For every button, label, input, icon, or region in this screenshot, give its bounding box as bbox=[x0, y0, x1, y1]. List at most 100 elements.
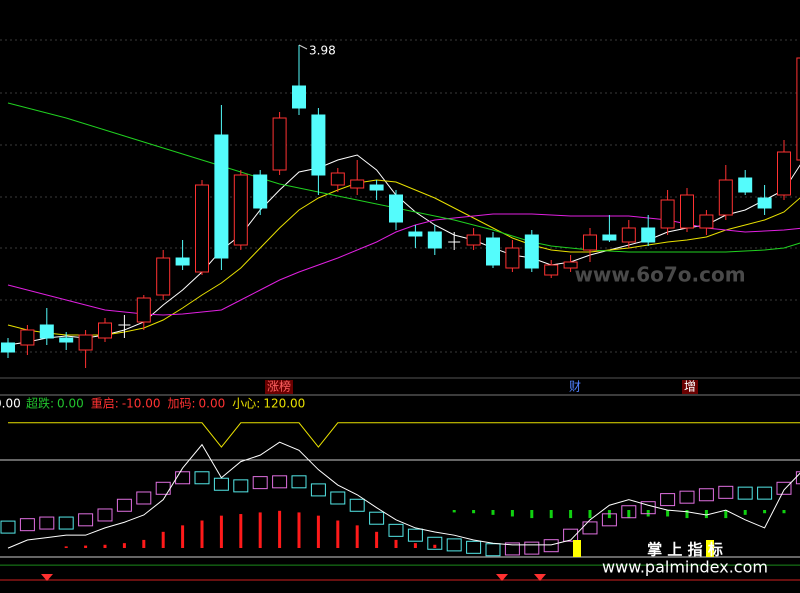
legend-value: 0.00 bbox=[199, 397, 226, 411]
box bbox=[660, 493, 676, 507]
candle-body bbox=[660, 199, 675, 229]
box bbox=[116, 498, 132, 512]
box bbox=[504, 542, 520, 556]
box bbox=[737, 486, 753, 500]
bar bbox=[84, 545, 88, 548]
candle-body bbox=[389, 194, 403, 223]
candle-body bbox=[621, 227, 636, 243]
bar bbox=[103, 544, 107, 548]
box bbox=[466, 540, 482, 554]
candle-body bbox=[466, 234, 481, 246]
box bbox=[58, 516, 74, 530]
bar bbox=[588, 510, 592, 519]
box bbox=[679, 490, 695, 504]
line bbox=[7, 102, 800, 253]
box bbox=[640, 501, 656, 515]
candle-body bbox=[292, 85, 306, 109]
candle-body bbox=[544, 264, 559, 276]
candle-body bbox=[505, 247, 520, 269]
candle-body bbox=[175, 257, 190, 266]
bar bbox=[161, 531, 165, 548]
candle-body bbox=[311, 114, 326, 176]
bar bbox=[122, 543, 126, 548]
bar bbox=[782, 510, 786, 514]
box bbox=[407, 528, 423, 542]
bar bbox=[627, 510, 631, 519]
box bbox=[252, 476, 268, 490]
box bbox=[213, 477, 229, 491]
bar bbox=[530, 510, 534, 519]
legend-value: 0.00 bbox=[57, 397, 84, 411]
bar bbox=[278, 510, 282, 548]
legend-name: 超跌: bbox=[26, 396, 54, 411]
candle-body bbox=[272, 117, 287, 171]
bar bbox=[549, 510, 553, 519]
candle-body bbox=[253, 174, 268, 209]
candle-body bbox=[136, 297, 151, 323]
bar bbox=[394, 539, 398, 548]
bar bbox=[200, 520, 204, 548]
candle-body bbox=[699, 214, 714, 229]
bar bbox=[219, 515, 223, 548]
box bbox=[272, 475, 288, 489]
max-pointer bbox=[298, 44, 308, 50]
legend-name: 小心: bbox=[232, 397, 260, 411]
bar bbox=[316, 515, 320, 548]
plot: 3.98 bbox=[0, 44, 800, 566]
event-label: 增 bbox=[684, 380, 696, 394]
signal-icon bbox=[534, 574, 546, 581]
bar bbox=[743, 510, 747, 515]
bar bbox=[491, 510, 495, 515]
bar bbox=[413, 543, 417, 548]
bar bbox=[763, 510, 767, 514]
candle-body bbox=[1, 342, 15, 353]
bar bbox=[472, 510, 476, 514]
signal-icon bbox=[496, 574, 508, 581]
box bbox=[0, 520, 16, 534]
box bbox=[757, 486, 773, 500]
candle-body bbox=[233, 174, 248, 246]
max-label: 3.98 bbox=[309, 44, 336, 58]
bar bbox=[685, 510, 689, 519]
box bbox=[369, 511, 385, 525]
box bbox=[388, 523, 404, 537]
candle-body bbox=[641, 227, 656, 243]
candle-body bbox=[427, 231, 442, 249]
bar bbox=[336, 520, 340, 548]
event-label: 财 bbox=[569, 380, 581, 394]
candle-body bbox=[39, 324, 54, 339]
candle-body bbox=[214, 134, 229, 259]
box bbox=[194, 471, 210, 485]
box bbox=[543, 539, 559, 553]
candle-body bbox=[718, 179, 733, 216]
candle-body bbox=[369, 184, 384, 191]
candle-body bbox=[408, 231, 423, 237]
box bbox=[78, 513, 94, 527]
watermark: 掌 上 指 标 bbox=[647, 541, 723, 559]
bar bbox=[355, 525, 359, 548]
bar bbox=[452, 510, 456, 513]
box bbox=[485, 543, 501, 557]
event-label: 涨榜 bbox=[267, 379, 291, 394]
legend-value: -10.00 bbox=[122, 397, 161, 411]
watermark: www.palmindex.com bbox=[602, 558, 768, 577]
bar bbox=[181, 525, 185, 548]
candle-body bbox=[602, 234, 617, 241]
bar bbox=[704, 510, 708, 519]
box bbox=[19, 518, 35, 532]
candle-body bbox=[20, 329, 35, 346]
candle-body bbox=[78, 334, 93, 351]
candle-body bbox=[738, 177, 753, 193]
box bbox=[175, 471, 191, 485]
bar bbox=[666, 510, 670, 517]
event-badge bbox=[682, 380, 698, 394]
candle-body bbox=[350, 179, 365, 189]
candle-body bbox=[563, 261, 578, 269]
bar bbox=[258, 512, 262, 548]
bar bbox=[724, 510, 728, 519]
bar bbox=[297, 512, 301, 548]
line bbox=[7, 154, 800, 346]
box bbox=[776, 481, 792, 495]
legend: 超跌: 0.00 重启: -10.00 加码: 0.00 小心: 120.00 bbox=[26, 396, 305, 411]
box bbox=[698, 488, 714, 502]
